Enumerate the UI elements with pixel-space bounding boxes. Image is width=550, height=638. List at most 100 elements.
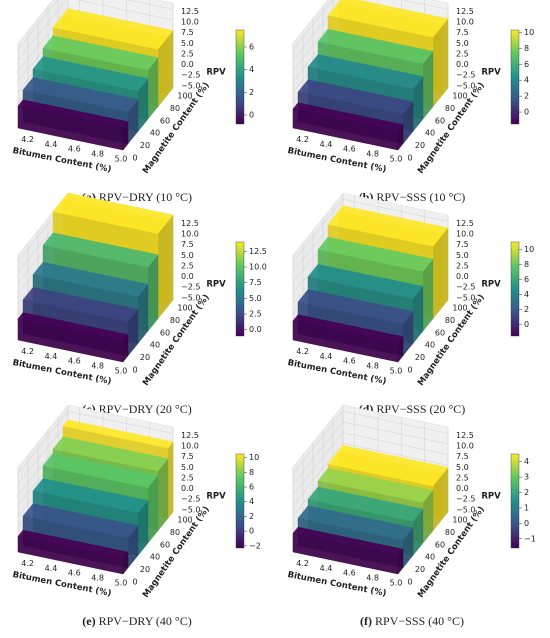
grid-line (342, 411, 449, 434)
y-tick-label: 100 (452, 516, 467, 525)
y-tick-label: 100 (177, 92, 192, 101)
y-tick-label: 100 (452, 304, 467, 313)
colorbar-tick-label: 0 (524, 519, 529, 528)
y-tick-label: 60 (160, 328, 170, 337)
surface-top (292, 526, 404, 556)
x-tick-label: 4.6 (68, 569, 81, 578)
colorbar-tick-label: −2 (249, 541, 261, 550)
colorbar-tick-label: 2.5 (249, 310, 262, 319)
y-tick-label: 0 (132, 366, 137, 375)
colorbar-tick-label: 10.0 (249, 263, 267, 272)
colorbar-tick-label: 1 (524, 503, 529, 512)
x-tick-label: 4.8 (91, 362, 104, 371)
x-tick-label: 5.0 (390, 367, 403, 376)
colorbar-tick-label: 10 (524, 28, 534, 37)
caption-text: RPV−DRY (10 °C) (99, 190, 192, 204)
y-tick-label: 80 (445, 104, 455, 113)
colorbar-tick-label: 4 (524, 76, 529, 85)
x-tick-label: 5.0 (115, 367, 128, 376)
x-tick-label: 4.2 (21, 347, 34, 356)
surface-top (42, 453, 159, 489)
z-tick-label: −5.0 (181, 293, 200, 302)
colorbar-tick-label: 2 (524, 305, 529, 314)
colorbar-tick-label: 4 (249, 65, 254, 74)
colorbar-tick-label: 4 (524, 290, 529, 299)
z-tick-label: 2.5 (456, 473, 469, 482)
y-tick-label: 20 (415, 353, 425, 362)
surface-top (17, 529, 129, 559)
z-tick-label: 10.0 (456, 18, 474, 27)
x-tick-label: 4.4 (45, 140, 58, 149)
surface-top (32, 56, 149, 92)
surface-top (52, 198, 169, 234)
grid-line (292, 411, 344, 474)
y-tick-label: 0 (132, 154, 137, 163)
colorbar (510, 29, 520, 125)
colorbar-tick-label: 12.5 (249, 247, 267, 256)
surface-top (292, 314, 404, 344)
surface-top (307, 264, 424, 300)
y-tick-label: 20 (140, 141, 150, 150)
surface-side (442, 227, 449, 307)
z-tick-label: −2.5 (456, 495, 475, 504)
z-tick-label: 5.0 (456, 39, 469, 48)
z-tick-label: 12.5 (181, 431, 199, 440)
z-tick-label: 7.5 (456, 28, 469, 37)
y-tick-label: 40 (425, 553, 435, 562)
z-tick-label: 10.0 (181, 230, 199, 239)
z-tick-label: 2.5 (456, 261, 469, 270)
z-tick-label: 7.5 (456, 452, 469, 461)
y-tick-label: 0 (407, 154, 412, 163)
y-tick-label: 20 (140, 565, 150, 574)
z-tick-label: −2.5 (181, 495, 200, 504)
caption: (e) RPV−DRY (40 °C) (82, 614, 191, 628)
colorbar (235, 241, 245, 337)
caption-label: (e) (82, 614, 95, 628)
colorbar-tick-label: 0 (249, 110, 254, 119)
surface-top (292, 102, 404, 132)
z-tick-label: 12.5 (181, 219, 199, 228)
colorbar-tick-label: 2 (524, 488, 529, 497)
colorbar-tick-label: 3 (524, 473, 529, 482)
x-tick-label: 4.2 (296, 135, 309, 144)
caption-text: RPV−SSS (40 °C) (375, 614, 464, 628)
z-tick-label: 5.0 (456, 463, 469, 472)
grid-line (292, 432, 344, 495)
surface-top (22, 77, 139, 113)
y-tick-label: 20 (415, 141, 425, 150)
surface-top (62, 419, 174, 449)
colorbar-tick-label: −1 (524, 534, 536, 543)
z-tick-label: −2.5 (456, 283, 475, 292)
y-tick-label: 60 (160, 116, 170, 125)
panel: 4.24.44.64.85.0 020406080100−5.0−2.50.02.… (287, 404, 536, 628)
panel: 4.24.44.64.85.0 020406080100−5.0−2.50.02.… (12, 0, 254, 204)
y-tick-label: 40 (150, 129, 160, 138)
x-tick-label: 4.4 (45, 352, 58, 361)
x-tick-label: 4.2 (21, 559, 34, 568)
colorbar-tick-label: 10 (524, 245, 534, 254)
surface-top (17, 312, 129, 342)
z-axis-label: RPV (206, 280, 226, 290)
caption-text: RPV−SSS (10 °C) (376, 190, 465, 204)
surface-side (432, 233, 444, 320)
surface-top (17, 99, 129, 129)
grid-line (342, 432, 449, 455)
x-tick-label: 4.4 (45, 564, 58, 573)
grid-line (292, 199, 344, 262)
surface-top (42, 232, 159, 268)
colorbar-tick-label: 8 (524, 44, 529, 53)
colorbar-tick-label: 4 (249, 497, 254, 506)
z-tick-label: 10.0 (456, 230, 474, 239)
x-tick-label: 4.8 (366, 362, 379, 371)
z-tick-label: −2.5 (181, 283, 200, 292)
z-axis-label: RPV (481, 280, 501, 290)
y-tick-label: 100 (177, 304, 192, 313)
surface-top (52, 436, 169, 472)
colorbar-tick-label: 6 (249, 483, 254, 492)
colorbar-tick-label: 10 (249, 453, 259, 462)
grid-line (342, 443, 449, 466)
colorbar-tick-label: 0 (524, 108, 529, 117)
surface-top (32, 478, 149, 514)
surface-top (42, 35, 159, 71)
